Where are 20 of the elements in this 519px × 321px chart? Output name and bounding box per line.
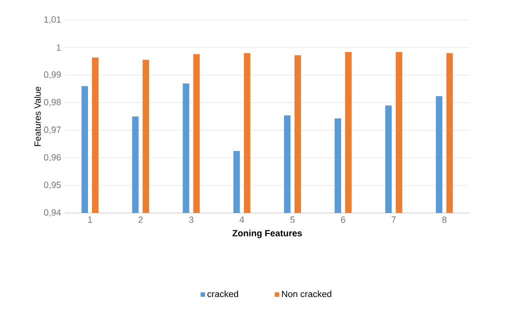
- x-tick-label: 4: [240, 216, 244, 223]
- x-tick-label: 6: [341, 216, 346, 223]
- y-tick-label: 1: [56, 44, 61, 51]
- x-tick-label: 7: [392, 216, 396, 223]
- y-tick-label: 0,95: [44, 182, 61, 190]
- x-tick-label: 2: [138, 216, 143, 223]
- y-tick-label: 0,98: [44, 98, 61, 106]
- x-axis-title: Zoning Features: [232, 230, 302, 238]
- x-tick-label: 5: [290, 216, 295, 223]
- y-tick-label: 0,94: [44, 209, 61, 217]
- y-tick-label: 0,97: [44, 126, 61, 134]
- legend-label: Non cracked: [282, 290, 332, 298]
- x-tick-label: 8: [442, 216, 446, 223]
- x-tick-label: 1: [88, 216, 92, 223]
- y-tick-label: 1,01: [44, 16, 61, 24]
- y-tick-label: 0,99: [44, 71, 61, 79]
- legend-label: cracked: [207, 290, 238, 298]
- y-tick-label: 0,96: [44, 154, 61, 162]
- y-axis-title: Features Value: [34, 86, 41, 146]
- x-tick-label: 3: [189, 216, 194, 223]
